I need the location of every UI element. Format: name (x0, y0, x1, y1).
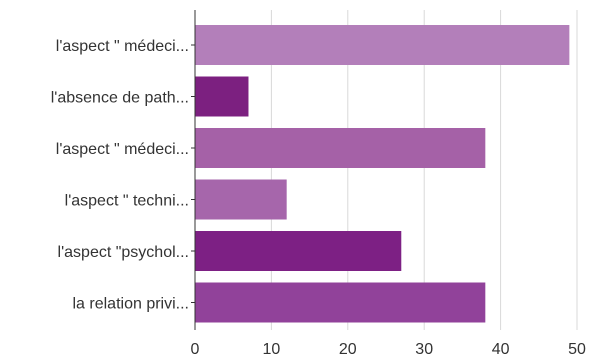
bar (195, 76, 249, 117)
x-tick-label: 20 (339, 341, 357, 358)
bars (195, 25, 570, 323)
category-label: l'aspect " techni... (65, 193, 189, 210)
x-tick-label: 30 (415, 341, 433, 358)
bar (195, 282, 486, 323)
x-tick-label: 40 (492, 341, 510, 358)
category-label: l'absence de path... (51, 90, 189, 107)
category-labels: l'aspect " médeci... l'absence de path...… (51, 38, 195, 313)
x-tick-label: 10 (263, 341, 281, 358)
category-label: l'aspect "psychol... (58, 244, 189, 261)
bar (195, 231, 402, 271)
x-tick-label: 0 (191, 341, 200, 358)
bar (195, 128, 486, 168)
x-tick-label: 50 (568, 341, 586, 358)
bar (195, 179, 287, 220)
bar (195, 25, 570, 65)
category-label: l'aspect " médeci... (56, 38, 189, 55)
x-tick-labels: 0 10 20 30 40 50 (191, 341, 586, 358)
category-label: la relation privi... (73, 296, 190, 313)
category-label: l'aspect " médeci... (56, 141, 189, 158)
